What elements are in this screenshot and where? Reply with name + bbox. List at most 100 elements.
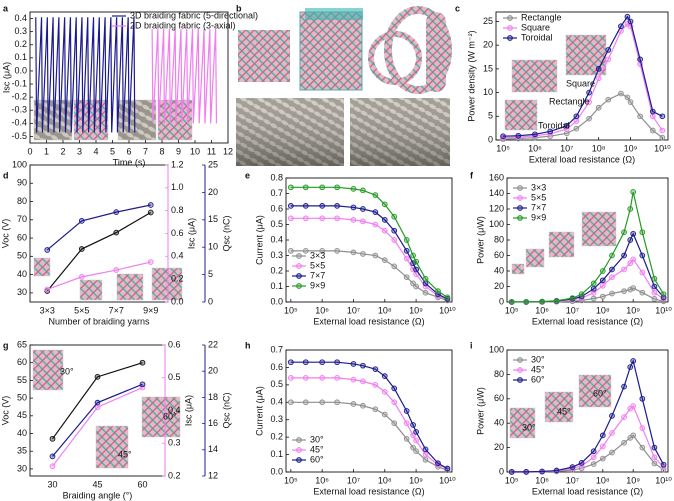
series-line	[511, 191, 665, 303]
data-point	[639, 444, 646, 451]
data-point	[637, 56, 643, 63]
y-tick-label: 0.6	[270, 362, 283, 372]
data-point	[360, 251, 366, 257]
x-axis-label: External load resistance (Ω)	[313, 486, 424, 496]
x-axis-label: Time (s)	[113, 157, 146, 167]
data-point	[651, 289, 658, 296]
data-point	[609, 413, 615, 419]
x-tick-label: 10⁸	[378, 475, 392, 485]
data-point	[621, 288, 627, 295]
x-axis-label: External load resistance (Ω)	[313, 316, 424, 326]
y-axis-label: Current (μA)	[254, 215, 264, 265]
data-point	[422, 275, 429, 282]
y-tick-label: 70	[17, 214, 27, 224]
inset-image	[33, 257, 51, 277]
legend-label: 2D braiding fabric (3-axial)	[130, 20, 236, 30]
x-tick-label: 10⁸	[596, 305, 610, 315]
y-tick-label: 14	[208, 444, 218, 454]
data-point	[621, 439, 627, 446]
x-tick-label: 7	[143, 146, 148, 156]
inset-image	[32, 349, 64, 391]
series-line	[52, 383, 143, 457]
y-tick-label: 55	[17, 375, 27, 385]
data-point	[403, 436, 410, 442]
data-point	[515, 132, 522, 139]
y-tick-label: 80	[494, 234, 504, 244]
data-point	[360, 206, 366, 212]
y2-axis-label: Isc (μA)	[183, 395, 193, 426]
x-tick-label: 10⁹	[626, 305, 640, 315]
data-point	[578, 460, 585, 466]
y-axis-label: Isc (μA)	[1, 62, 11, 93]
data-point	[627, 206, 634, 212]
data-point	[639, 252, 646, 259]
legend-marker	[296, 437, 302, 443]
data-point	[609, 290, 615, 297]
series-line	[290, 217, 448, 300]
y-axis-label: Power density (W m⁻²)	[466, 30, 476, 121]
fabric-3d-block	[299, 11, 363, 91]
annotation: Rectangle	[549, 96, 590, 106]
data-point	[637, 113, 643, 120]
data-point	[350, 376, 357, 383]
inset-image	[548, 231, 575, 258]
data-point	[618, 23, 624, 30]
y-tick-label: 65	[17, 339, 27, 349]
data-point	[403, 274, 410, 281]
data-point	[523, 298, 530, 305]
inset-image	[151, 267, 183, 301]
y-tick-label: 45	[17, 410, 27, 420]
data-point	[609, 252, 615, 259]
data-point	[302, 359, 309, 366]
data-point	[590, 448, 597, 455]
y-tick-label: 30	[17, 463, 27, 473]
data-point	[609, 266, 615, 273]
data-point	[422, 446, 429, 453]
data-point	[590, 285, 597, 292]
x-tick-label: 10⁵	[505, 305, 519, 315]
y-tick-label: 20	[483, 40, 493, 50]
y-tick-label: 0.4	[171, 251, 184, 261]
data-point	[651, 444, 658, 451]
y-tick-label: 0	[499, 296, 504, 306]
series-line	[52, 387, 143, 467]
data-point	[651, 275, 658, 282]
y-tick-label: 0.6	[171, 228, 184, 238]
y-tick-label: 1.2	[171, 159, 184, 169]
data-point	[372, 366, 379, 373]
x-axis-label: Exteral load resistance (Ω)	[529, 154, 635, 164]
series-line	[290, 250, 448, 302]
data-point	[288, 184, 294, 191]
data-point	[302, 184, 309, 191]
legend-label: 9×9	[531, 212, 546, 222]
x-tick-label: 4	[93, 146, 98, 156]
annotation: Toroidal	[538, 120, 570, 130]
panel-letter: h	[245, 340, 251, 350]
data-point	[630, 432, 637, 439]
y-tick-label: 0.1	[14, 52, 27, 62]
x-tick-label: 10⁹	[624, 143, 638, 153]
y-tick-label: 0.2	[14, 39, 27, 49]
y-tick-label: 0.0	[14, 65, 27, 75]
y-tick-label: 50	[17, 392, 27, 402]
inset-image	[73, 99, 109, 141]
y-tick-label: 140	[489, 188, 504, 198]
legend-label: 5×5	[310, 260, 325, 270]
y-tick-label: 0.8	[171, 205, 184, 215]
data-point	[621, 252, 627, 259]
legend-label: 3×3	[310, 250, 325, 260]
y-tick-label: 80	[494, 369, 504, 379]
y-axis-label: Voc (V)	[0, 396, 10, 426]
series-line	[511, 359, 665, 473]
y-tick-label: 50	[17, 251, 27, 261]
data-point	[630, 256, 637, 263]
y-tick-label: -0.3	[11, 105, 27, 115]
y-tick-label: 30	[17, 287, 27, 297]
y-tick-label: -0.5	[11, 131, 27, 141]
y-tick-label: 0.2	[171, 274, 184, 284]
x-tick-label: 60	[137, 479, 147, 489]
y-tick-label: 0.6	[270, 203, 283, 213]
legend-marker	[296, 263, 302, 269]
y-tick-label: 0.2	[270, 432, 283, 442]
series-line	[46, 211, 152, 292]
